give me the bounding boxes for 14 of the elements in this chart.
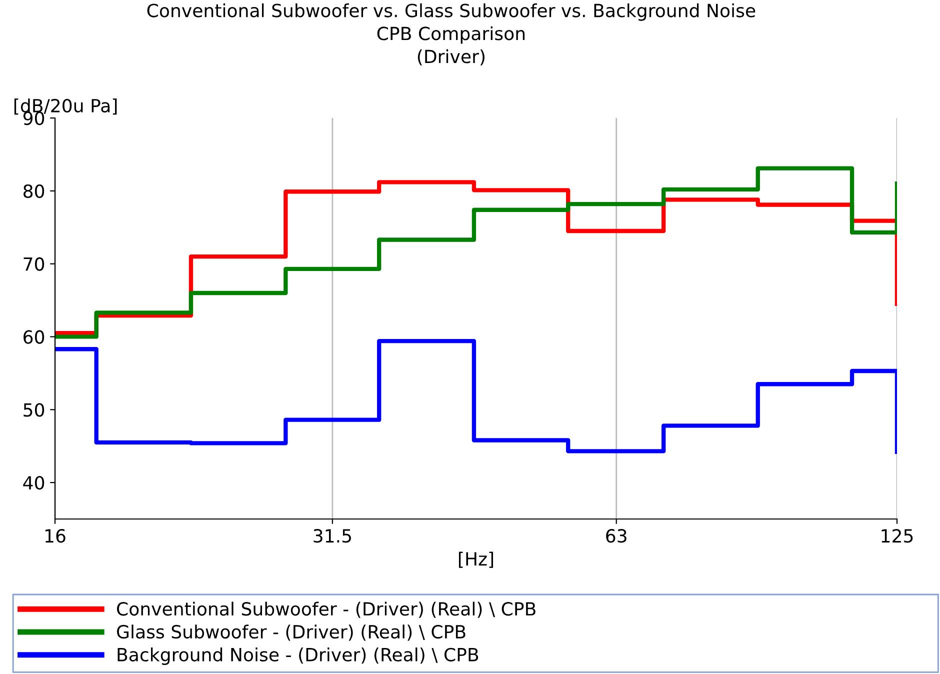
legend-label: Glass Subwoofer - (Driver) (Real) \ CPB: [117, 624, 466, 641]
legend-label: Conventional Subwoofer - (Driver) (Real) \ CPB: [117, 602, 536, 618]
y-tick-label: 60: [24, 330, 44, 344]
y-tick-label: 80: [24, 184, 44, 198]
y-tick-label: 50: [24, 403, 44, 417]
x-tick-label: 63: [606, 529, 626, 543]
x-axis-title: [Hz]: [458, 552, 494, 568]
x-tick-label: 16: [45, 529, 66, 543]
x-tick-label: 31.5: [314, 529, 351, 543]
y-tick-label: 40: [23, 476, 44, 490]
chart-title: Conventional Subwoofer vs. Glass Subwoofer vs. Background Noise CPB Comparison (Driver): [147, 3, 756, 66]
legend-label: Background Noise - (Driver) (Real) \ CPB: [118, 648, 478, 665]
y-tick-label: 70: [24, 257, 44, 271]
x-tick-label: 125: [882, 529, 913, 543]
